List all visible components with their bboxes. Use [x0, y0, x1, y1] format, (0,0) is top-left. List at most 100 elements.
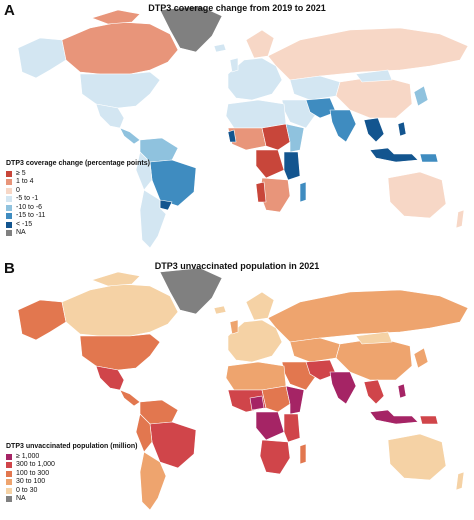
region-argentina-chile — [139, 451, 167, 511]
region-north-africa — [225, 99, 287, 129]
region-coastal-west-africa — [227, 129, 237, 143]
region-canada — [61, 283, 179, 337]
region-indonesia — [369, 147, 419, 163]
region-new-zealand — [455, 471, 465, 491]
legend-item: -5 to -1 — [6, 195, 150, 204]
region-tanzania-kenya — [283, 151, 301, 181]
legend-item: ≥ 5 — [6, 170, 150, 179]
legend-item: 300 to 1,000 — [6, 461, 137, 470]
legend-swatch — [6, 479, 12, 486]
region-peru-bolivia — [135, 413, 153, 453]
region-congo — [255, 149, 285, 179]
legend-label: NA — [16, 229, 26, 236]
region-madagascar — [299, 443, 307, 465]
region-uk — [229, 57, 239, 73]
region-paraguay — [159, 199, 173, 211]
region-papua — [419, 415, 439, 425]
region-usa — [79, 333, 161, 371]
region-central-america — [119, 127, 141, 145]
region-japan-korea — [413, 347, 429, 369]
region-namibia — [255, 181, 267, 203]
region-brazil — [149, 421, 197, 469]
region-philippines — [397, 383, 407, 399]
legend-label: 0 to 30 — [16, 486, 38, 494]
world-map-coverage-change — [17, 5, 469, 249]
region-southeast-asia — [363, 117, 385, 143]
legend-item: 0 — [6, 187, 150, 196]
map-title: DTP3 unvaccinated population in 2021 — [154, 261, 320, 271]
region-argentina-chile — [139, 189, 167, 249]
region-southeast-asia — [363, 379, 385, 405]
region-scandinavia — [245, 291, 275, 321]
legend-swatch — [6, 213, 12, 220]
region-brazil — [149, 159, 197, 207]
legend-swatch — [6, 196, 12, 203]
legend-label: 300 to 1,000 — [16, 461, 55, 468]
legend-swatch — [6, 170, 12, 177]
region-canadian-arctic — [91, 9, 141, 25]
region-central-america — [119, 389, 141, 407]
legend-title: DTP3 unvaccinated population (million) — [6, 443, 138, 450]
region-mongolia — [355, 69, 393, 83]
legend-label: NA — [16, 495, 26, 502]
region-iceland — [213, 305, 227, 315]
legend-item: 30 to 100 — [6, 478, 137, 487]
legend-item: ≥ 1,000 — [6, 453, 137, 462]
region-alaska — [17, 299, 67, 341]
region-peru-bolivia — [135, 151, 153, 191]
region-central-asia — [289, 75, 341, 101]
legend-label: 30 to 100 — [16, 478, 46, 485]
legend-label: 0 — [16, 186, 20, 194]
legend-swatch — [6, 179, 12, 186]
panel-letter: B — [4, 260, 15, 277]
region-philippines — [397, 121, 407, 137]
legend-swatch — [6, 453, 12, 460]
region-greenland — [159, 267, 223, 315]
region-papua — [419, 153, 439, 163]
region-india — [329, 109, 357, 143]
region-alaska — [17, 37, 67, 79]
region-mongolia — [355, 331, 393, 345]
region-north-africa — [225, 361, 287, 391]
region-central-asia — [289, 337, 341, 363]
region-nigeria — [249, 395, 265, 411]
legend-label: -5 to -1 — [16, 195, 39, 202]
region-congo — [255, 411, 285, 441]
legend-item: -15 to -11 — [6, 212, 150, 221]
world-map-unvaccinated — [17, 267, 469, 511]
legend-label: ≥ 5 — [16, 169, 26, 177]
map-title: DTP3 coverage change from 2019 to 2021 — [148, 3, 326, 13]
region-india — [329, 371, 357, 405]
panel-b: B DTP3 unvaccinated population in 2021 D… — [0, 258, 474, 520]
region-central-africa — [261, 385, 291, 413]
region-central-africa — [261, 123, 291, 151]
legend-label: -10 to -6 — [16, 203, 43, 211]
region-east-africa — [285, 385, 305, 415]
legend: DTP3 unvaccinated population (million) ≥… — [6, 443, 137, 504]
legend-item: 0 to 30 — [6, 487, 137, 496]
region-europe — [227, 57, 283, 101]
region-australia — [387, 433, 447, 481]
region-iceland — [213, 43, 227, 53]
region-new-zealand — [455, 209, 465, 229]
legend-title: DTP3 coverage change (percentage points) — [6, 160, 150, 167]
region-madagascar — [299, 181, 307, 203]
panel-a: A DTP3 coverage change from 2019 to 2021… — [0, 0, 474, 258]
region-scandinavia — [245, 29, 275, 59]
legend-swatch — [6, 496, 12, 503]
region-canada — [61, 21, 179, 75]
legend-item: NA — [6, 229, 150, 238]
region-iran-afghanistan — [305, 359, 337, 381]
region-canadian-arctic — [91, 271, 141, 287]
legend-item: 1 to 4 — [6, 178, 150, 187]
region-east-africa — [285, 123, 305, 153]
region-greenland — [159, 5, 223, 53]
legend-item: 100 to 300 — [6, 470, 137, 479]
legend-item: < -15 — [6, 221, 150, 230]
region-uk — [229, 319, 239, 335]
legend-swatch — [6, 462, 12, 469]
legend-swatch — [6, 187, 12, 194]
legend-label: 1 to 4 — [16, 178, 34, 185]
legend-label: ≥ 1,000 — [16, 452, 40, 460]
region-tanzania-kenya — [283, 413, 301, 443]
